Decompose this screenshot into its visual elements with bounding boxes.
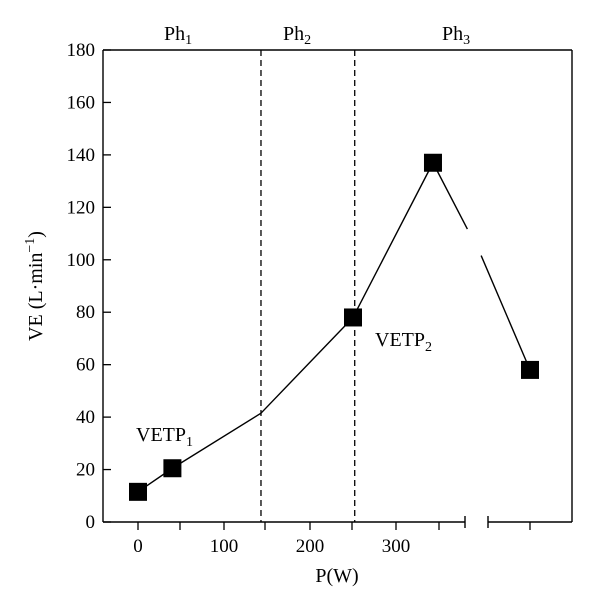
phase-label-2-sub: 2 bbox=[304, 33, 311, 48]
phase-boundaries bbox=[260, 50, 356, 522]
phase-label-3-main: Ph bbox=[442, 23, 463, 45]
phase-label-1-sub: 1 bbox=[185, 33, 192, 48]
phase-label-1: Ph1 bbox=[164, 23, 192, 48]
x-tick-label: 0 bbox=[133, 536, 143, 557]
x-axis-label: P(W) bbox=[315, 565, 358, 587]
annotation-vetp2: VETP2 bbox=[375, 329, 432, 355]
x-tick-label: 200 bbox=[296, 536, 325, 557]
y-tick-label: 160 bbox=[67, 92, 96, 113]
y-tick-label: 140 bbox=[67, 145, 96, 166]
y-tick-label: 60 bbox=[76, 355, 95, 376]
annotation-vetp1-sub: 1 bbox=[186, 435, 193, 450]
phase-label-3: Ph3 bbox=[442, 23, 470, 48]
annotation-vetp2-sub: 2 bbox=[425, 340, 432, 355]
data-point-marker bbox=[344, 308, 362, 327]
phase-label-2: Ph2 bbox=[283, 23, 311, 48]
annotation-vetp2-main: VETP bbox=[375, 329, 425, 351]
y-tick-label: 40 bbox=[76, 407, 95, 428]
y-axis-label: VE (L·min−1) bbox=[23, 231, 47, 341]
y-axis: 0 20 40 60 80 100 120 140 160 180 bbox=[67, 40, 111, 533]
series-segment bbox=[432, 162, 469, 230]
data-point-marker bbox=[423, 153, 442, 172]
series-segment bbox=[480, 255, 531, 371]
phase-labels: Ph1 Ph2 Ph3 bbox=[164, 23, 470, 48]
y-tick-label: 0 bbox=[86, 512, 96, 533]
y-axis-label-sup: −1 bbox=[23, 238, 38, 253]
y-axis-label-close: ) bbox=[25, 231, 47, 238]
phase-label-3-sub: 3 bbox=[463, 33, 470, 48]
y-tick-label: 120 bbox=[67, 197, 96, 218]
series-segment bbox=[172, 412, 262, 469]
y-axis-label-main: VE (L·min bbox=[25, 253, 47, 341]
plot-frame bbox=[102, 49, 573, 528]
annotation-vetp1-main: VETP bbox=[136, 424, 186, 446]
axis-labels: P(W) VE (L·min−1) bbox=[23, 231, 359, 587]
y-tick-label: 80 bbox=[76, 302, 95, 323]
phase-label-2-main: Ph bbox=[283, 23, 304, 45]
y-tick-label: 180 bbox=[67, 40, 96, 61]
data-point-marker bbox=[129, 482, 147, 501]
series-segment bbox=[260, 316, 354, 414]
series-segment bbox=[352, 162, 434, 318]
y-tick-label: 100 bbox=[67, 250, 96, 271]
data-point-marker bbox=[521, 360, 539, 379]
x-axis: 0 100 200 300 bbox=[133, 522, 531, 557]
annotation-vetp1: VETP1 bbox=[136, 424, 193, 450]
x-tick-label: 300 bbox=[382, 536, 411, 557]
data-point-marker bbox=[163, 459, 182, 478]
phase-label-1-main: Ph bbox=[164, 23, 185, 45]
x-tick-label: 100 bbox=[210, 536, 239, 557]
y-tick-label: 20 bbox=[76, 460, 95, 481]
series bbox=[129, 153, 539, 501]
